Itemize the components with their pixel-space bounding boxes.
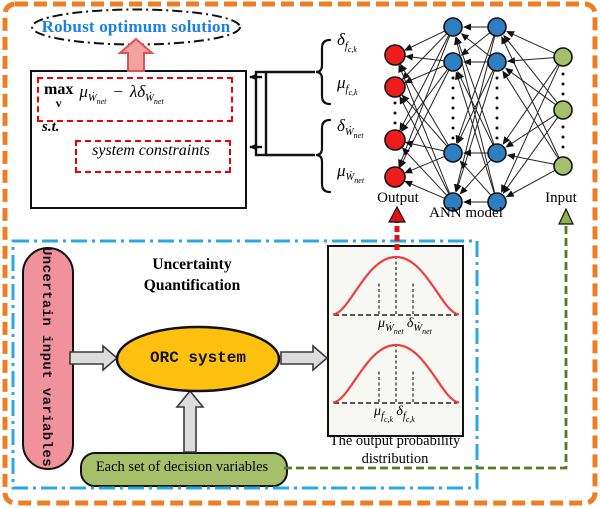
input-layer-label: Input (545, 190, 577, 206)
system-constraints-label: system constraints (92, 142, 210, 159)
delta-fck-label: δfc,k (337, 30, 357, 54)
minus-sign: − (112, 82, 124, 101)
delta-wnet-label: δẆnet (337, 116, 364, 140)
ann-model-label: ANN model (429, 205, 503, 221)
output-layer-label: Output (377, 190, 419, 206)
uncertainty-quantification-title: Uncertainty Quantification (143, 256, 241, 294)
subject-to-label: s.t. (42, 119, 60, 135)
max-operator: max v (44, 81, 74, 110)
objective-formula: max v μẆnet − λδẆnet (44, 81, 164, 110)
lambda-delta-wnet-term: λδẆnet (129, 82, 164, 106)
decision-variables-label: Each set of decision variables (95, 459, 269, 475)
uncertain-input-variables-label: Uncertain input variables (38, 246, 54, 468)
robust-optimum-solution-title: Robust optimum solution (41, 17, 231, 36)
wnet-curve-labels: μẆnet δẆnet (378, 316, 432, 336)
orc-system-label: ORC system (149, 349, 247, 367)
fck-curve-labels: μfc,k δfc,k (374, 404, 415, 424)
mu-wnet-label: μẆnet (337, 161, 365, 185)
mu-wnet-term: μẆnet (79, 82, 107, 106)
distribution-caption: The output probability distribution (329, 433, 461, 467)
mu-fck-label: μfc,k (337, 73, 358, 97)
